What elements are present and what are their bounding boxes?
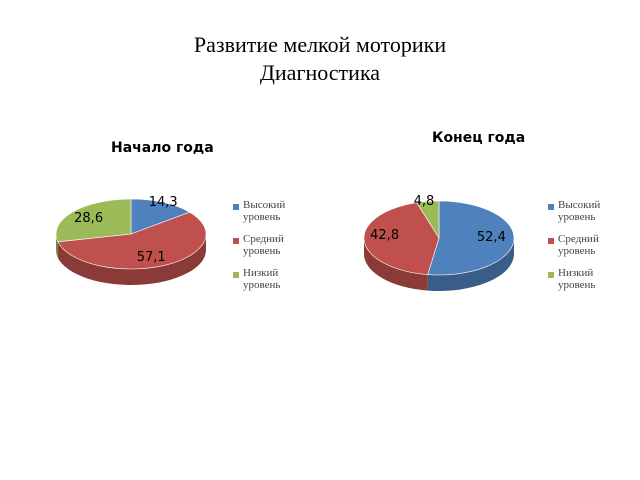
legend-label-medium: Средний уровень [558,233,599,257]
pie-side-medium [364,238,428,291]
pie-slice-high [130,198,191,235]
legend-swatch-high [548,204,554,210]
slide-title: Развитие мелкой моторики [193,32,447,57]
pie-side-low [56,234,58,258]
legend-label-high: Высокий уровень [243,199,286,223]
data-label-medium: 42,8 [370,228,399,243]
pie-slice-medium [363,202,440,275]
legend-swatch-high [233,204,239,210]
data-label-medium: 57,1 [137,250,166,265]
legend-swatch-medium [233,238,239,244]
pie-slice-high [427,200,515,276]
slide-subtitle: Диагностика [259,60,381,85]
pie-slice-medium [57,211,207,270]
legend-swatch-low [548,272,554,278]
chart-title-start-of-year: Начало года [111,140,214,156]
data-label-low: 28,6 [74,211,103,226]
pie-slice-low [55,198,132,243]
pie-side-medium [57,234,206,285]
legend-label-low: Низкий уровень [558,267,596,291]
legend-label-high: Высокий уровень [558,199,601,223]
pie-side-high [427,238,514,291]
data-label-high: 52,4 [477,230,506,245]
legend-label-low: Низкий уровень [243,267,281,291]
legend-swatch-low [233,272,239,278]
chart-title-end-of-year: Конец года [432,130,526,146]
legend-swatch-medium [548,238,554,244]
data-label-high: 14,3 [149,195,178,210]
pie-slice-low [416,200,440,240]
pie-chart-start-of-year: 14,3 57,1 28,6 [55,195,207,285]
legend-label-medium: Средний уровень [243,233,284,257]
pie-chart-end-of-year: 52,4 42,8 4,8 [363,194,515,291]
data-label-low: 4,8 [414,194,435,209]
